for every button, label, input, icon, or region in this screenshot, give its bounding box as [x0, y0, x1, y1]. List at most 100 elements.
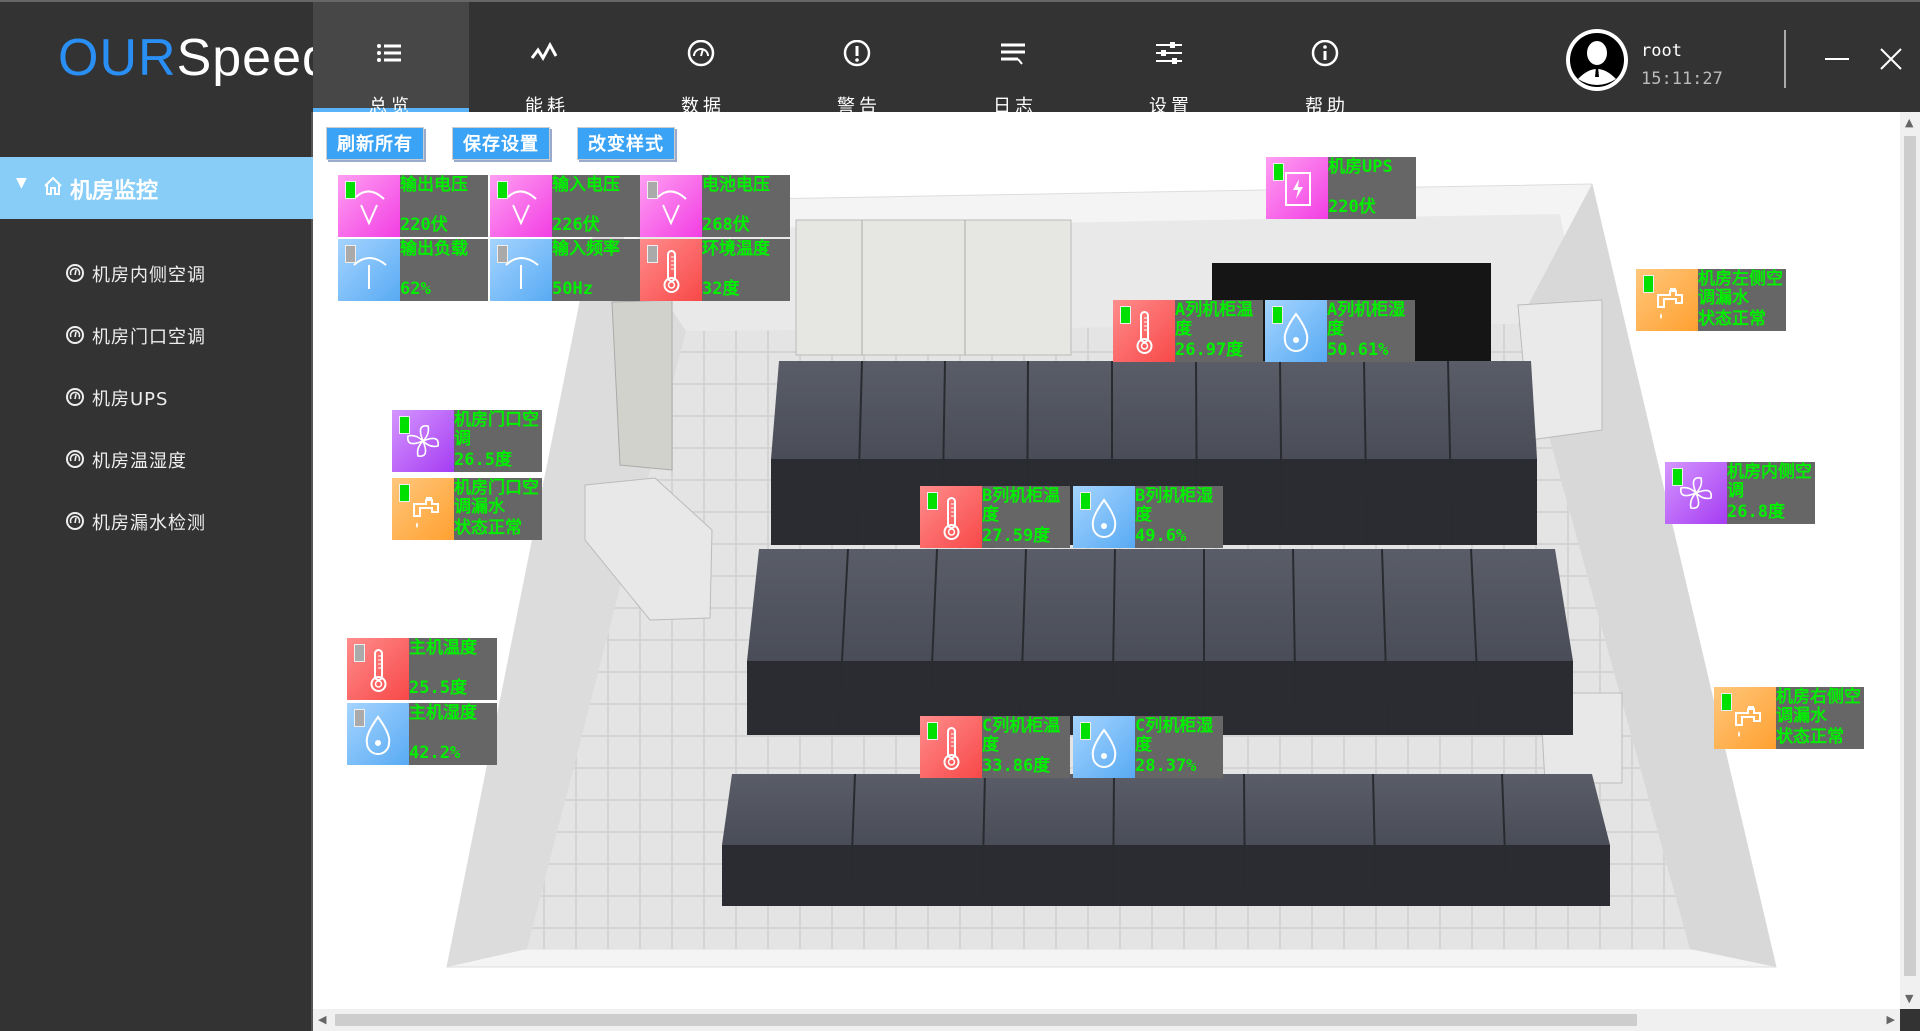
tab-alert[interactable]: 警告 [781, 2, 937, 117]
sidebar-item-2[interactable]: 机房UPS [0, 373, 313, 423]
meter-icon [505, 257, 539, 289]
sensor-tile-right-ac-leak[interactable]: 机房右侧空调漏水 状态正常 [1714, 687, 1864, 749]
sensor-value: 26.5度 [454, 450, 512, 470]
sensor-tile-output-load[interactable]: 输出负载 62% [338, 239, 488, 301]
sensor-tile-door-ac[interactable]: 机房门口空调 26.5度 [392, 410, 542, 472]
sensor-value: 49.6% [1135, 526, 1187, 546]
sliders-icon [1156, 42, 1182, 64]
fan-icon [1679, 476, 1713, 510]
sidebar-item-4[interactable]: 机房漏水检测 [0, 497, 313, 547]
thermo-icon [663, 250, 680, 293]
sensor-tile-battery-voltage[interactable]: 电池电压 268伏 [640, 175, 790, 237]
sensor-tile-host-humidity[interactable]: 主机湿度 42.2% [347, 703, 497, 765]
drop-icon [1091, 728, 1117, 768]
sensor-value: 26.8度 [1727, 502, 1785, 522]
status-indicator [345, 181, 356, 199]
sensor-tile-input-frequency[interactable]: 输入频率 50Hz [490, 239, 640, 301]
sensor-tile-row-c-temp[interactable]: C列机柜温度 33.86度 [920, 716, 1070, 778]
sensor-label: 输出负载 [400, 239, 468, 259]
sensor-tile-row-b-humidity[interactable]: B列机柜湿度 49.6% [1073, 486, 1223, 548]
sensor-value: 42.2% [409, 743, 461, 763]
sensor-tile-row-c-humidity[interactable]: C列机柜湿度 28.37% [1073, 716, 1223, 778]
logo: OURSpeed [58, 28, 332, 88]
tab-log[interactable]: 日志 [937, 2, 1093, 117]
caret-down-icon: ▼ [16, 175, 27, 191]
tab-list[interactable]: 总览 [313, 2, 469, 117]
tile-icon-area [1714, 687, 1776, 749]
scroll-right-arrow[interactable]: ▶ [1886, 1013, 1895, 1026]
sidebar-item-0[interactable]: 机房内侧空调 [0, 249, 313, 299]
pulse-icon [530, 41, 558, 61]
sensor-label: A列机柜温度 [1175, 300, 1254, 339]
tab-label: 设置 [1149, 96, 1193, 117]
thermo-icon [1136, 311, 1153, 354]
tile-icon-area [347, 703, 409, 765]
refresh-all-button[interactable]: 刷新所有 [326, 127, 424, 160]
tile-icon-area [338, 175, 400, 237]
gauge-icon [66, 388, 84, 406]
horizontal-scroll-thumb[interactable] [335, 1014, 1637, 1026]
sensor-value: 状态正常 [454, 518, 522, 538]
sensor-label: 电池电压 [702, 175, 770, 195]
scroll-up-arrow[interactable]: ▲ [1905, 116, 1914, 129]
tab-sliders[interactable]: 设置 [1093, 2, 1249, 117]
thermo-icon [943, 497, 960, 540]
scroll-down-arrow[interactable]: ▼ [1905, 992, 1914, 1005]
sensor-label: 机房内侧空调 [1727, 462, 1812, 501]
close-button[interactable] [1876, 44, 1906, 74]
sidebar-item-label: 机房门口空调 [92, 327, 206, 348]
status-indicator [647, 181, 658, 199]
sensor-tile-ambient-temp[interactable]: 环境温度 32度 [640, 239, 790, 301]
horizontal-scrollbar[interactable]: ◀ ▶ [313, 1009, 1900, 1031]
sensor-label: 输出电压 [400, 175, 468, 195]
tab-gauge[interactable]: 数据 [625, 2, 781, 117]
sensor-tile-door-ac-leak[interactable]: 机房门口空调漏水 状态正常 [392, 478, 542, 540]
sensor-label: 机房UPS [1328, 157, 1393, 177]
sensor-tile-inner-ac[interactable]: 机房内侧空调 26.8度 [1665, 462, 1815, 524]
tile-icon-area [640, 175, 702, 237]
sidebar-group-room-monitoring[interactable]: ▼ 机房监控 [0, 157, 313, 219]
tile-icon-area [1073, 716, 1135, 778]
sidebar-item-1[interactable]: 机房门口空调 [0, 311, 313, 361]
room-view: 刷新所有 保存设置 改变样式 输出电压 220伏 输入电压 226伏 电池电压 268伏输… [313, 112, 1900, 1009]
sidebar-item-label: 机房UPS [92, 389, 169, 410]
sensor-value: 220伏 [400, 215, 448, 235]
avatar[interactable] [1566, 29, 1628, 91]
sensor-tile-host-temp[interactable]: 主机温度 25.5度 [347, 638, 497, 700]
tile-icon-area [490, 175, 552, 237]
tab-label: 帮助 [1305, 96, 1349, 117]
voltage-icon [657, 190, 687, 226]
drop-icon [1283, 312, 1309, 352]
sensor-tile-input-voltage[interactable]: 输入电压 226伏 [490, 175, 640, 237]
sidebar-item-3[interactable]: 机房温湿度 [0, 435, 313, 485]
minimize-button[interactable] [1822, 44, 1852, 74]
sensor-value: 268伏 [702, 215, 750, 235]
tile-icon-area [1073, 486, 1135, 548]
tile-icon-area [640, 239, 702, 301]
sensor-label: 主机湿度 [409, 703, 477, 723]
vertical-scroll-thumb[interactable] [1904, 136, 1916, 976]
sensor-tile-row-b-temp[interactable]: B列机柜温度 27.59度 [920, 486, 1070, 548]
sensor-tile-row-a-humidity[interactable]: A列机柜湿度 50.61% [1265, 300, 1415, 362]
sensor-tile-left-ac-leak[interactable]: 机房左侧空调漏水 状态正常 [1636, 269, 1786, 331]
tile-icon-area [338, 239, 400, 301]
tab-label: 日志 [993, 96, 1037, 117]
sidebar-item-label: 机房内侧空调 [92, 265, 206, 286]
thermo-icon [370, 649, 387, 692]
tab-label: 警告 [837, 96, 881, 117]
vertical-scrollbar[interactable]: ▲ ▼ [1900, 112, 1920, 1009]
sensor-tile-room-ups[interactable]: 机房UPS 220伏 [1266, 157, 1416, 219]
sensor-tile-output-voltage[interactable]: 输出电压 220伏 [338, 175, 488, 237]
change-style-button[interactable]: 改变样式 [577, 127, 675, 160]
status-indicator [497, 245, 508, 263]
status-indicator [1080, 722, 1091, 740]
sensor-value: 220伏 [1328, 197, 1376, 217]
sensor-tile-row-a-temp[interactable]: A列机柜温度 26.97度 [1113, 300, 1263, 362]
tab-pulse[interactable]: 能耗 [469, 2, 625, 117]
sensor-value: 50.61% [1327, 340, 1389, 360]
scroll-left-arrow[interactable]: ◀ [318, 1013, 327, 1026]
tab-info[interactable]: 帮助 [1249, 2, 1405, 117]
sensor-label: 主机温度 [409, 638, 477, 658]
tile-icon-area [1266, 157, 1328, 219]
save-settings-button[interactable]: 保存设置 [452, 127, 550, 160]
